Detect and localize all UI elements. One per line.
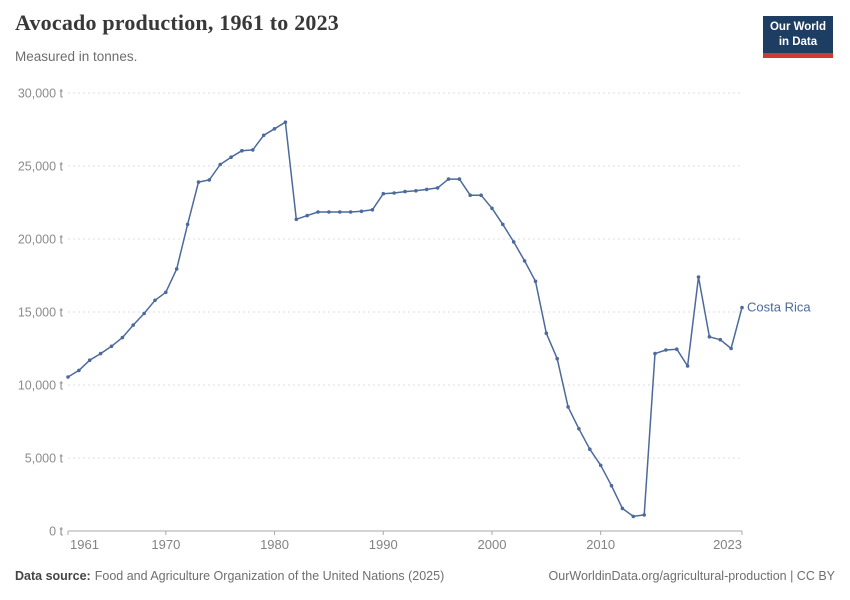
data-point	[501, 222, 505, 227]
data-point	[468, 193, 473, 197]
data-point	[533, 279, 538, 284]
data-point	[707, 335, 712, 339]
data-point	[566, 405, 570, 409]
data-point	[348, 210, 353, 214]
data-point	[729, 346, 733, 351]
y-axis-tick-label: 30,000 t	[18, 87, 64, 101]
data-point	[66, 375, 70, 379]
data-point	[98, 351, 103, 356]
data-point	[446, 177, 451, 181]
data-point	[218, 162, 222, 167]
owid-logo-line2: in Data	[778, 35, 818, 48]
data-point	[642, 513, 646, 517]
data-point	[555, 356, 559, 361]
owid-logo[interactable]: Our World in Data	[762, 16, 833, 58]
chart-subtitle: Measured in tonnes.	[15, 49, 138, 64]
data-point	[196, 180, 201, 184]
x-axis-tick-label: 1990	[369, 537, 398, 552]
data-source-label: Data source:	[15, 569, 91, 583]
y-axis-tick-label: 20,000 t	[18, 233, 64, 247]
data-point	[316, 210, 320, 214]
data-point	[381, 191, 386, 196]
avocado-production-line-chart[interactable]: 0 t 5,000 t 10,000 t 15,000 t 20,000 t 25,000…	[0, 0, 850, 560]
data-point	[588, 447, 592, 452]
owid-logo-line1: Our World	[769, 21, 826, 33]
footer-link: OurWorldinData.org/agricultural-producti…	[548, 569, 835, 583]
chart-footer: Data source: Food and Agriculture Organiz…	[15, 569, 835, 583]
data-point	[631, 514, 636, 519]
data-point	[283, 120, 288, 124]
data-point	[120, 335, 125, 340]
y-axis-tick-label: 15,000 t	[18, 306, 64, 320]
data-point	[294, 217, 299, 222]
series-label-costa-rica: Costa Rica	[747, 300, 811, 315]
data-point	[109, 344, 114, 349]
data-point	[185, 222, 190, 227]
data-point	[511, 240, 516, 244]
data-point	[696, 275, 701, 279]
data-source-value: Food and Agriculture Organization of the…	[94, 569, 445, 583]
data-point	[327, 210, 331, 214]
data-point	[164, 290, 168, 295]
data-point	[131, 323, 135, 327]
data-point	[522, 259, 527, 263]
data-point	[609, 483, 614, 488]
y-axis-tick-label: 5,000 t	[25, 452, 64, 466]
data-point	[577, 427, 581, 431]
data-point	[370, 208, 375, 212]
data-point	[685, 364, 690, 368]
x-axis-tick-label: 1970	[151, 537, 180, 552]
data-point	[653, 351, 657, 356]
data-point	[338, 210, 342, 214]
data-point	[153, 298, 157, 303]
y-axis-tick-label: 10,000 t	[18, 379, 64, 393]
data-point	[598, 463, 603, 468]
data-point	[479, 193, 483, 197]
data-point	[142, 311, 146, 316]
data-point	[251, 148, 255, 152]
data-point	[544, 331, 549, 336]
x-axis-tick-label: 2010	[586, 537, 615, 552]
data-point	[207, 178, 212, 182]
x-axis-tick-label: 1961	[70, 537, 99, 552]
series-line-costa-rica	[67, 121, 743, 518]
data-point	[718, 337, 723, 342]
data-source: Data source: Food and Agriculture Organiz…	[15, 569, 444, 583]
data-point	[87, 358, 92, 363]
data-point	[77, 368, 81, 373]
x-axis-tick-label: 2000	[478, 537, 507, 552]
data-point	[174, 267, 179, 271]
data-point	[424, 187, 429, 192]
data-point	[392, 191, 396, 195]
data-point	[229, 155, 233, 159]
data-point	[359, 209, 364, 214]
data-point	[305, 213, 310, 218]
data-point	[664, 348, 668, 352]
data-point	[675, 347, 679, 352]
data-point	[620, 506, 625, 511]
x-axis-tick-label: 2023	[713, 537, 742, 552]
data-point	[740, 305, 744, 310]
data-point	[403, 189, 407, 194]
y-axis-tick-label: 0 t	[49, 525, 63, 539]
page-title: Avocado production, 1961 to 2023	[15, 10, 339, 35]
data-point	[272, 127, 277, 131]
data-point	[240, 148, 244, 153]
data-point	[435, 186, 440, 190]
data-point	[414, 189, 418, 193]
data-point	[457, 177, 462, 181]
y-axis-tick-label: 25,000 t	[18, 160, 64, 174]
x-axis-tick-label: 1980	[260, 537, 289, 552]
data-point	[261, 133, 266, 138]
data-point	[490, 206, 494, 211]
